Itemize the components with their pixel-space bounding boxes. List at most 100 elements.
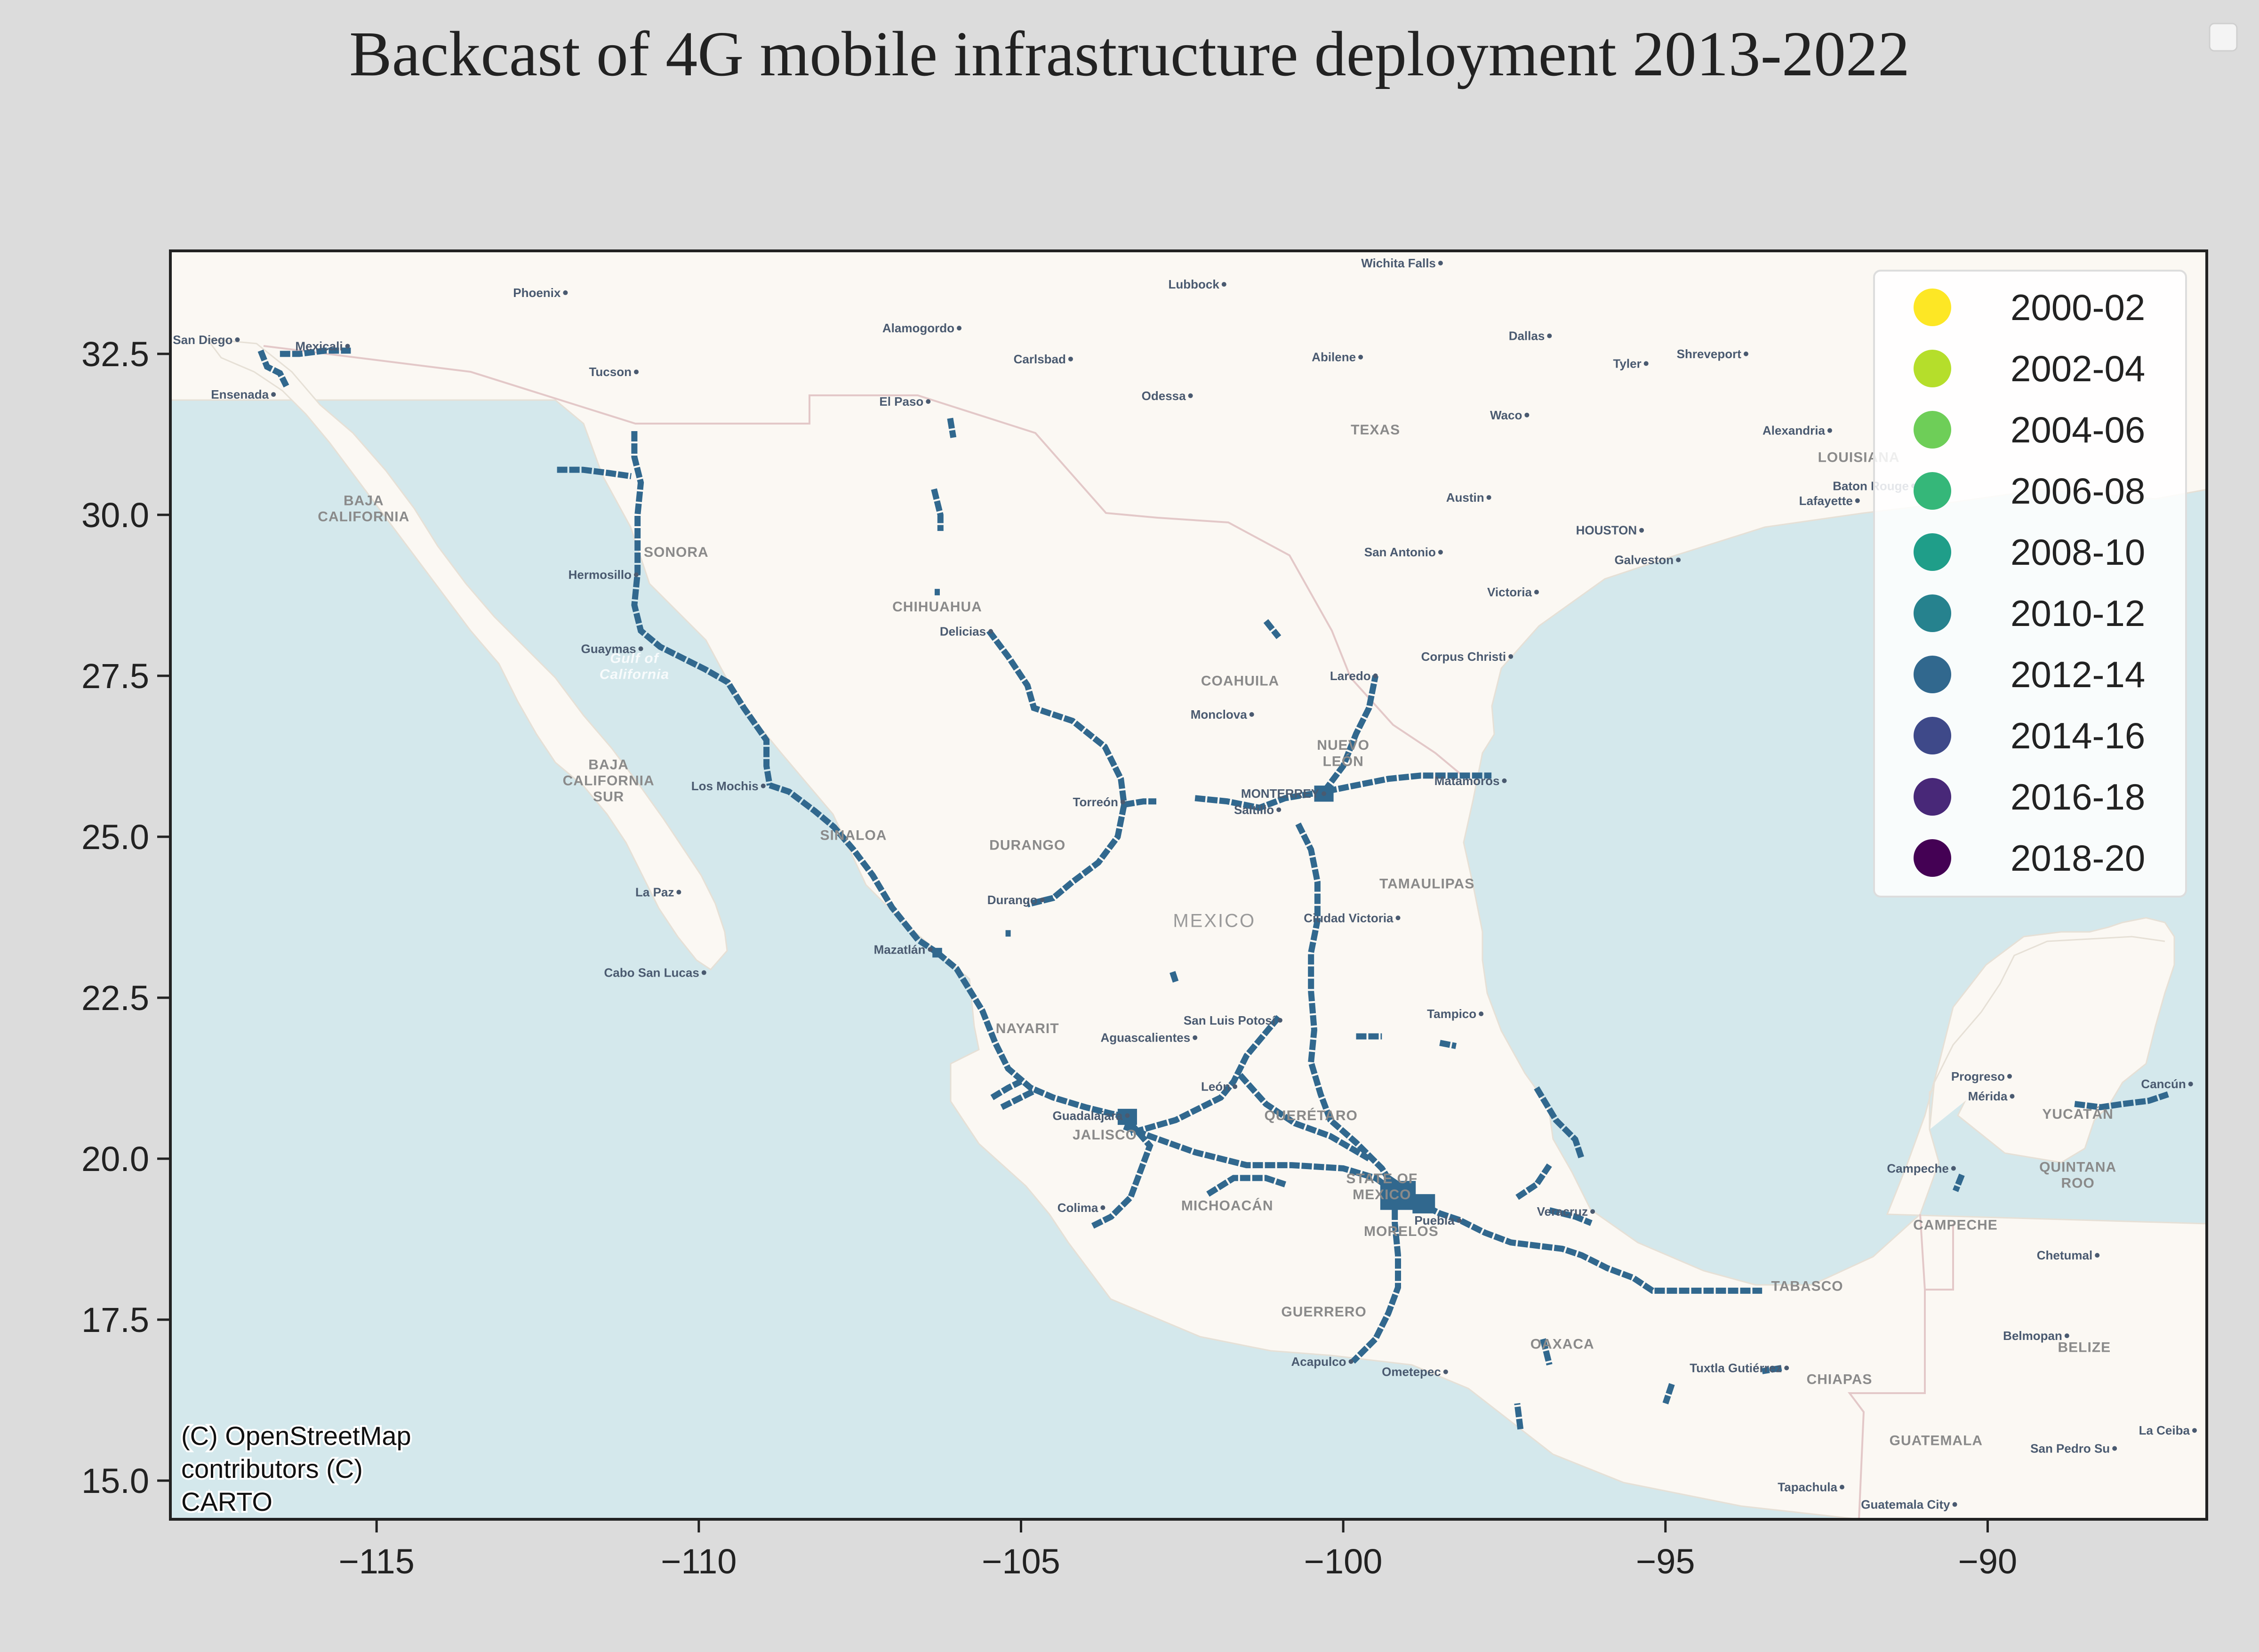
place-dot [1276, 807, 1282, 812]
attribution: (C) OpenStreetMap contributors (C) CARTO [179, 1419, 413, 1518]
coverage-route [2074, 1091, 2169, 1111]
place-dot [988, 629, 993, 634]
place-dot [1322, 791, 1327, 796]
coverage-route [1662, 1383, 1675, 1404]
place-dot [1249, 712, 1254, 717]
coverage-route [1123, 1123, 1400, 1197]
sea-label: Gulf of [610, 651, 660, 666]
place-dot [1457, 1218, 1462, 1223]
place-dot [1277, 1018, 1282, 1023]
place-label: Tucson [589, 365, 632, 379]
place-dot [1839, 1484, 1844, 1490]
place-dot [1233, 1084, 1238, 1089]
coverage-route [631, 431, 773, 786]
legend-label: 2004-06 [2011, 409, 2145, 450]
x-tick-label: −110 [661, 1542, 737, 1581]
place-label: San Pedro Su [2030, 1442, 2110, 1456]
place-dot [1395, 915, 1401, 921]
place-label: Lafayette [1799, 494, 1853, 508]
legend-marker [1914, 350, 1951, 387]
place-dot [1951, 1166, 1956, 1171]
legend-marker [1914, 717, 1951, 754]
place-label: Aguascalientes [1100, 1031, 1190, 1045]
coverage-route [931, 488, 944, 531]
place-label: Galveston [1614, 553, 1674, 567]
axes-frame [169, 249, 2208, 1521]
place-label: Corpus Christi [1421, 650, 1506, 664]
legend-label: 2016-18 [2011, 776, 2145, 818]
legend-marker [1914, 289, 1951, 326]
legend-label: 2000-02 [2011, 287, 2145, 328]
place-dot [1120, 800, 1125, 805]
region-label: SINALOA [820, 828, 887, 843]
x-tick-label: −100 [1304, 1542, 1383, 1581]
place-label: Delicias [940, 625, 986, 639]
chart-title: Backcast of 4G mobile infrastructure dep… [349, 19, 1910, 89]
mainland-landmass [170, 251, 2207, 1519]
region-label: TABASCO [1771, 1278, 1843, 1294]
place-label: Victoria [1487, 585, 1532, 599]
place-dot [676, 890, 681, 895]
region-label: SONORA [644, 545, 709, 560]
place-label: Wichita Falls [1361, 256, 1436, 270]
legend-label: 2010-12 [2011, 593, 2145, 634]
country-label: MEXICO [1173, 910, 1256, 931]
coverage-route [1194, 772, 1492, 811]
place-label: Alamogordo [882, 321, 954, 335]
region-label: CALIFORNIA [563, 773, 655, 788]
legend[interactable]: 2000-02 2002-04 2004-06 2006-08 2008-10 2010-… [1873, 270, 2187, 898]
place-label: La Paz [635, 885, 674, 899]
place-label: Chetumal [2037, 1248, 2092, 1262]
place-dot [1784, 1365, 1789, 1371]
region-label: BELIZE [2058, 1339, 2111, 1355]
place-dot [1952, 1502, 1957, 1507]
region-label: TAMAULIPAS [1379, 876, 1474, 891]
region-label: NAYARIT [996, 1021, 1059, 1036]
region-label: JALISCO [1073, 1127, 1137, 1143]
x-tick-label: −105 [982, 1542, 1060, 1581]
place-dot [634, 369, 639, 375]
region-label: LEÓN [1322, 753, 1363, 769]
region-label: SUR [593, 789, 624, 805]
coverage-route [1439, 1040, 1457, 1049]
place-label: Torreón [1073, 795, 1118, 809]
coverage-route [935, 950, 1128, 1120]
place-dot [1486, 495, 1491, 500]
legend-marker [1914, 839, 1951, 877]
legend-marker [1914, 472, 1951, 510]
place-dot [1508, 654, 1514, 659]
baja-peninsula [205, 338, 728, 970]
place-label: Waco [1490, 408, 1522, 422]
place-label: Tampico [1427, 1007, 1476, 1021]
place-label: Belmopan [2003, 1329, 2062, 1343]
region-label: YUCATÁN [2042, 1106, 2113, 1122]
place-dot [1643, 361, 1649, 366]
place-dot [271, 392, 276, 397]
coverage-route [1170, 971, 1179, 983]
coverage-route [1762, 1365, 1782, 1374]
place-dot [1524, 412, 1530, 417]
place-dot [1040, 897, 1045, 902]
place-dot [1590, 1209, 1595, 1214]
coverage-cluster [1412, 1194, 1435, 1214]
coverage-route [1534, 1086, 1585, 1160]
legend-label: 2008-10 [2011, 531, 2145, 573]
coverage-route [1514, 1403, 1524, 1430]
coverage-route [1238, 1073, 1371, 1162]
coverage-route [1321, 675, 1378, 794]
y-tick-label: 22.5 [81, 978, 149, 1018]
x-tick-label: −90 [1958, 1542, 2018, 1581]
legend-marker [1914, 594, 1951, 632]
place-dot [1125, 1113, 1130, 1118]
place-label: Tapachula [1778, 1480, 1837, 1494]
place-dot [1188, 393, 1193, 398]
place-dot [563, 290, 568, 295]
place-label: La Ceiba [2139, 1423, 2190, 1437]
place-dot [1676, 557, 1681, 562]
place-label: Guaymas [581, 642, 636, 656]
map-area[interactable]: Phoenix Lubbock Wichita Falls San Diego Mexi… [170, 251, 2207, 1519]
figure-legend-handle[interactable] [2209, 23, 2238, 52]
place-label: Veracruz [1537, 1204, 1588, 1219]
